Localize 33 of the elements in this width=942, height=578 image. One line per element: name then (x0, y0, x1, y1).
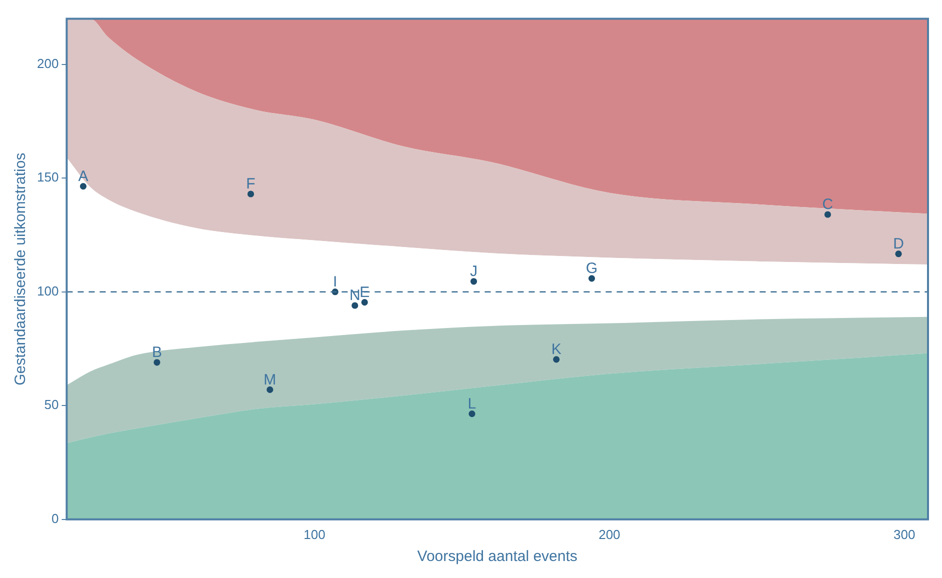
x-tick-label: 300 (894, 526, 916, 542)
y-tick-label: 50 (44, 397, 59, 412)
data-label: D (893, 235, 904, 252)
y-tick-label: 200 (36, 56, 59, 71)
point (80, 182, 87, 190)
point (247, 190, 254, 198)
y-tick-label: 100 (36, 283, 59, 298)
point (895, 250, 902, 258)
data-label: C (822, 196, 834, 214)
point (588, 275, 596, 282)
point (824, 211, 832, 218)
data-label: N (349, 287, 360, 304)
data-label: L (468, 395, 476, 412)
point (266, 386, 274, 393)
point (468, 410, 476, 418)
point (154, 359, 160, 366)
y-tick-label: 0 (51, 510, 59, 526)
data-label: I (333, 273, 338, 290)
x-tick-label: 200 (598, 526, 620, 542)
y-axis-title: Gestandaardiseerde uitkomstratios (12, 152, 30, 386)
point (361, 299, 368, 306)
x-tick-label: 100 (304, 526, 326, 542)
data-label: F (246, 176, 256, 193)
point (553, 356, 560, 363)
data-label: J (470, 263, 478, 280)
data-label: G (586, 260, 598, 278)
point (470, 278, 478, 285)
data-label: K (551, 341, 562, 358)
data-label: A (78, 168, 88, 185)
point (352, 302, 358, 309)
data-label: M (264, 371, 276, 388)
x-axis-title: Voorspeld aantal events (417, 548, 578, 566)
y-tick-label: 150 (36, 170, 59, 185)
